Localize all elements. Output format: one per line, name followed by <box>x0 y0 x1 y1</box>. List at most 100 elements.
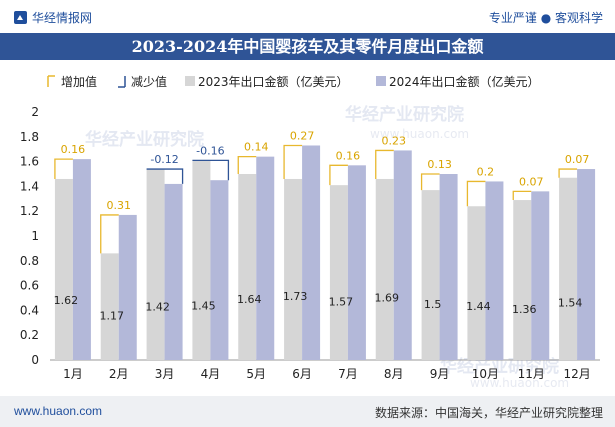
value-label-2024: 1.57 <box>329 295 354 308</box>
bar-2024 <box>302 145 321 360</box>
footer-website: www.huaon.com <box>14 404 103 418</box>
bar-2023 <box>100 253 119 360</box>
value-label-2024: 1.5 <box>424 298 442 311</box>
change-label: 0.23 <box>382 134 407 147</box>
legend-label: 2024年出口金额（亿美元） <box>389 74 540 89</box>
value-label-2024: 1.69 <box>375 291 400 304</box>
brand-name: 华经情报网 <box>32 11 93 25</box>
brand-logo-icon <box>14 11 27 24</box>
bar-2024 <box>118 214 137 360</box>
value-label-2024: 1.42 <box>145 301 170 314</box>
bar-2023 <box>375 178 394 360</box>
bar-2024 <box>72 159 91 360</box>
header-bar: 华经情报网 专业严谨 ● 客观科学 <box>0 0 615 33</box>
bar-2023 <box>513 200 532 360</box>
bar-2024 <box>577 169 596 360</box>
increase-bracket <box>466 180 486 207</box>
y-tick-label: 0.8 <box>20 254 39 268</box>
bar-2024 <box>531 191 550 360</box>
bar-2024 <box>393 150 412 360</box>
legend-2024-swatch <box>376 76 386 86</box>
y-tick-label: 1 <box>31 229 39 243</box>
bar-2024 <box>485 181 504 360</box>
increase-bracket <box>329 164 348 186</box>
legend-decrease-icon <box>118 76 126 88</box>
increase-bracket <box>558 168 578 178</box>
change-label: 0.13 <box>427 158 452 171</box>
bar-2023 <box>329 185 348 360</box>
bar-2024 <box>256 156 275 360</box>
bar-2023 <box>467 206 486 360</box>
watermark-text: 华经产业研究院 <box>85 129 204 150</box>
x-tick-label: 8月 <box>384 367 404 381</box>
change-label: 0.07 <box>519 175 544 188</box>
decrease-bracket <box>146 168 184 184</box>
increase-bracket <box>54 158 73 179</box>
value-label-2024: 1.54 <box>558 297 583 310</box>
chart-title: 2023-2024年中国婴孩车及其零件月度出口金额 <box>0 33 615 60</box>
increase-bracket <box>420 173 440 191</box>
decrease-bracket <box>192 159 230 181</box>
bar-2023 <box>192 160 211 360</box>
bar-2023 <box>54 178 73 360</box>
legend-label: 2023年出口金额（亿美元） <box>198 74 349 89</box>
y-tick-label: 0.2 <box>20 328 39 342</box>
bar-2023 <box>559 177 578 360</box>
x-tick-label: 4月 <box>201 367 221 381</box>
bar-2023 <box>238 174 257 360</box>
bar-2023 <box>284 178 303 360</box>
y-tick-label: 1.4 <box>20 179 39 193</box>
y-tick-label: 0.6 <box>20 279 39 293</box>
change-label: 0.14 <box>244 141 269 154</box>
change-label: 0.07 <box>565 153 590 166</box>
watermark-text: 华经产业研究院 <box>345 104 464 125</box>
value-label-2024: 1.64 <box>237 293 262 306</box>
x-tick-label: 10月 <box>472 367 499 381</box>
labels-layer: 0.16 1.62 1月 0.31 1.17 2月 -0.12 1.42 3月 -0.16 1.45… <box>54 129 591 381</box>
x-tick-label: 5月 <box>246 367 266 381</box>
legend: 增加值 减少值 2023年出口金额（亿美元） 2024年出口金额（亿美元） <box>47 74 540 89</box>
watermark-url: www.huaon.com <box>470 376 569 390</box>
bars-layer <box>54 144 596 360</box>
change-label: 0.27 <box>290 129 315 142</box>
value-label-2024: 1.17 <box>100 309 125 322</box>
watermark-text: 华经产业研究院 <box>440 356 559 377</box>
change-label: 0.16 <box>61 143 86 156</box>
change-label: -0.16 <box>196 144 224 157</box>
value-label-2024: 1.62 <box>54 294 79 307</box>
x-tick-label: 6月 <box>292 367 312 381</box>
y-axis: 0 0.2 0.4 0.6 0.8 1 1.2 1.4 1.6 1.8 2 <box>20 105 600 367</box>
y-tick-label: 1.8 <box>20 130 39 144</box>
x-tick-label: 1月 <box>63 367 83 381</box>
bar-2023 <box>146 169 165 360</box>
chart-canvas: 华经产业研究院华经产业研究院华经产业研究院www.huaon.comwww.hu… <box>20 74 600 390</box>
x-tick-label: 9月 <box>430 367 450 381</box>
bar-2024 <box>164 183 183 360</box>
legend-label: 增加值 <box>61 74 97 89</box>
increase-bracket <box>237 155 257 174</box>
x-tick-label: 7月 <box>338 367 358 381</box>
legend-2023-swatch <box>185 76 195 86</box>
value-label-2024: 1.45 <box>191 300 216 313</box>
y-tick-label: 0 <box>31 353 39 367</box>
y-tick-label: 2 <box>31 105 39 119</box>
increase-bracket <box>375 149 394 179</box>
x-tick-label: 11月 <box>518 367 545 381</box>
value-label-2024: 1.73 <box>283 290 308 303</box>
legend-increase-icon <box>47 75 55 87</box>
value-label-2024: 1.44 <box>466 300 491 313</box>
y-tick-label: 0.4 <box>20 303 39 317</box>
brand: 华经情报网 <box>14 9 92 26</box>
slogan: 专业严谨 ● 客观科学 <box>488 11 603 25</box>
footer-bar: www.huaon.com 数据来源：中国海关，华经产业研究院整理 <box>0 396 615 427</box>
watermark-url: www.huaon.com <box>370 127 469 141</box>
legend-label: 减少值 <box>131 74 167 89</box>
bar-2024 <box>439 174 458 360</box>
y-tick-label: 1.6 <box>20 155 39 169</box>
x-tick-label: 3月 <box>155 367 175 381</box>
change-label: 0.16 <box>336 149 361 162</box>
change-label: 0.2 <box>477 165 495 178</box>
value-label-2024: 1.36 <box>512 303 537 316</box>
increase-bracket <box>100 214 119 254</box>
